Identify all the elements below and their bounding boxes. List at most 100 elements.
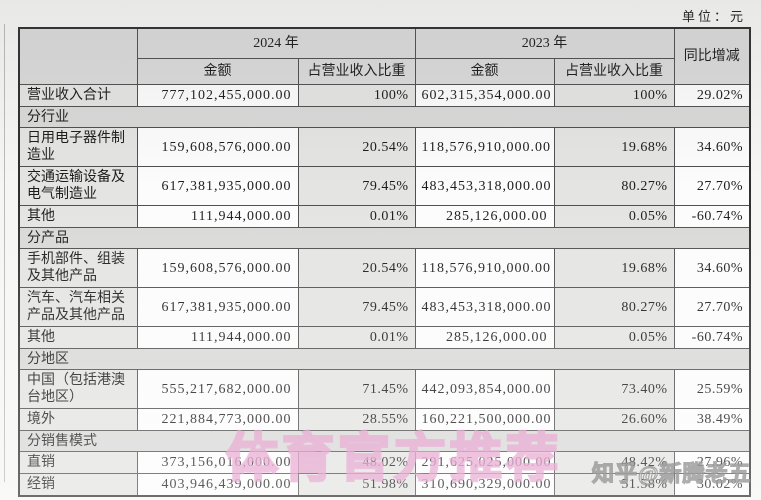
amount-2023-header: 金额 — [414, 58, 555, 85]
yoy-cell: -60.74% — [673, 326, 751, 349]
pct-2023-cell: 51.58% — [553, 473, 675, 496]
yoy-cell: 34.60% — [673, 248, 751, 288]
pct-2023-cell: 100% — [553, 84, 675, 107]
row-label-cell: 日用电子器件制造业 — [18, 127, 138, 167]
pct-2024-cell: 71.45% — [297, 369, 416, 409]
amount-2023-cell: 442,093,854,000.00 — [414, 369, 555, 409]
corner-cell — [18, 27, 138, 85]
table-row: 经销 403,946,439,000.00 51.98% 310,690,329,00… — [18, 473, 751, 496]
pct-2024-cell: 48.02% — [297, 451, 416, 474]
pct-2024-cell: 51.98% — [297, 473, 416, 496]
pct-2024-cell: 28.55% — [297, 408, 416, 431]
row-label-cell: 其他 — [18, 205, 138, 228]
pct-2024-cell: 20.54% — [297, 127, 416, 167]
yoy-cell: 29.02% — [673, 84, 751, 107]
row-label-cell: 汽车、汽车相关产品及其他产品 — [18, 287, 138, 327]
row-label-cell: 直销 — [18, 451, 138, 474]
table-row: 营业收入合计 777,102,455,000.00 100% 602,315,354,… — [18, 84, 751, 107]
amount-2023-cell: 160,221,500,000.00 — [414, 408, 555, 431]
revenue-breakdown-table: 2024 年 2023 年 同比增减 金额 占营业收入比重 金额 占营业收入比重… — [18, 27, 751, 497]
table-row: 中国（包括港澳台地区） 555,217,682,000.00 71.45% 442,0… — [18, 369, 751, 409]
section-row: 分行业 — [18, 106, 751, 128]
amount-2024-cell: 617,381,935,000.00 — [136, 287, 299, 327]
table-body: 营业收入合计 777,102,455,000.00 100% 602,315,354,… — [18, 84, 751, 496]
pct-2024-cell: 0.01% — [297, 205, 416, 228]
amount-2024-cell: 777,102,455,000.00 — [136, 84, 299, 107]
row-label-cell: 交通运输设备及电气制造业 — [18, 166, 138, 206]
page-edge-line — [4, 24, 5, 482]
yoy-cell: 27.70% — [673, 287, 751, 327]
amount-2023-cell: 483,453,318,000.00 — [414, 287, 555, 327]
table-row: 其他 111,944,000.00 0.01% 285,126,000.00 0.05%… — [18, 326, 751, 349]
pct-2023-cell: 48.42% — [553, 451, 675, 474]
year-2024-header: 2024 年 — [136, 27, 416, 59]
section-label: 分产品 — [18, 227, 751, 249]
row-label-cell: 营业收入合计 — [18, 84, 138, 107]
table-row: 直销 373,156,016,000.00 48.02% 291,625,025,00… — [18, 451, 751, 474]
section-row: 分产品 — [18, 227, 751, 249]
amount-2023-cell: 602,315,354,000.00 — [414, 84, 555, 107]
section-label: 分销售模式 — [18, 430, 751, 452]
yoy-cell: -60.74% — [673, 205, 751, 228]
amount-2023-cell: 285,126,000.00 — [414, 205, 555, 228]
table-row: 其他 111,944,000.00 0.01% 285,126,000.00 0.05%… — [18, 205, 751, 228]
section-label: 分行业 — [18, 106, 751, 128]
amount-2024-cell: 373,156,016,000.00 — [136, 451, 299, 474]
amount-2023-cell: 118,576,910,000.00 — [414, 248, 555, 288]
pct-2023-cell: 80.27% — [553, 166, 675, 206]
pct-2023-cell: 19.68% — [553, 248, 675, 288]
pct-2023-cell: 80.27% — [553, 287, 675, 327]
row-label-cell: 境外 — [18, 408, 138, 431]
pct-2024-cell: 79.45% — [297, 287, 416, 327]
year-2023-header: 2023 年 — [414, 27, 675, 59]
year-header-row: 2024 年 2023 年 同比增减 — [18, 27, 751, 85]
yoy-cell: 27.96% — [673, 451, 751, 474]
pct-2023-cell: 0.05% — [553, 326, 675, 349]
section-row: 分地区 — [18, 348, 751, 370]
pct-2023-cell: 0.05% — [553, 205, 675, 228]
amount-2024-cell: 111,944,000.00 — [136, 326, 299, 349]
pct-2024-cell: 20.54% — [297, 248, 416, 288]
pct-2023-header: 占营业收入比重 — [553, 58, 675, 85]
section-row: 分销售模式 — [18, 430, 751, 452]
amount-2023-cell: 285,126,000.00 — [414, 326, 555, 349]
pct-2024-header: 占营业收入比重 — [297, 58, 416, 85]
amount-2023-cell: 291,625,025,000.00 — [414, 451, 555, 474]
amount-2024-cell: 111,944,000.00 — [136, 205, 299, 228]
yoy-change-header: 同比增减 — [673, 27, 751, 85]
pct-2023-cell: 19.68% — [553, 127, 675, 167]
row-label-cell: 经销 — [18, 473, 138, 496]
table-row: 交通运输设备及电气制造业 617,381,935,000.00 79.45% 483,… — [18, 166, 751, 206]
pct-2023-cell: 73.40% — [553, 369, 675, 409]
unit-label: 单位：元 — [682, 9, 747, 24]
pct-2024-cell: 79.45% — [297, 166, 416, 206]
table-row: 境外 221,884,773,000.00 28.55% 160,221,500,00… — [18, 408, 751, 431]
yoy-cell: 27.70% — [673, 166, 751, 206]
table-row: 日用电子器件制造业 159,608,576,000.00 20.54% 118,576… — [18, 127, 751, 167]
row-label-cell: 其他 — [18, 326, 138, 349]
pct-2023-cell: 26.60% — [553, 408, 675, 431]
amount-2023-cell: 310,690,329,000.00 — [414, 473, 555, 496]
table-row: 手机部件、组装及其他产品 159,608,576,000.00 20.54% 118,… — [18, 248, 751, 288]
pct-2024-cell: 0.01% — [297, 326, 416, 349]
amount-2024-cell: 221,884,773,000.00 — [136, 408, 299, 431]
amount-2023-cell: 483,453,318,000.00 — [414, 166, 555, 206]
pct-2024-cell: 100% — [297, 84, 416, 107]
table-header: 2024 年 2023 年 同比增减 金额 占营业收入比重 金额 占营业收入比重 — [18, 27, 751, 85]
yoy-cell: 30.02% — [673, 473, 751, 496]
amount-2024-header: 金额 — [136, 58, 299, 85]
row-label-cell: 手机部件、组装及其他产品 — [18, 248, 138, 288]
amount-2024-cell: 159,608,576,000.00 — [136, 248, 299, 288]
table-row: 汽车、汽车相关产品及其他产品 617,381,935,000.00 79.45% 48… — [18, 287, 751, 327]
yoy-cell: 34.60% — [673, 127, 751, 167]
amount-2023-cell: 118,576,910,000.00 — [414, 127, 555, 167]
sub-header-row: 金额 占营业收入比重 金额 占营业收入比重 — [19, 58, 750, 85]
row-label-cell: 中国（包括港澳台地区） — [18, 369, 138, 409]
amount-2024-cell: 555,217,682,000.00 — [136, 369, 299, 409]
yoy-cell: 25.59% — [673, 369, 751, 409]
amount-2024-cell: 159,608,576,000.00 — [136, 127, 299, 167]
section-label: 分地区 — [18, 348, 751, 370]
amount-2024-cell: 617,381,935,000.00 — [136, 166, 299, 206]
amount-2024-cell: 403,946,439,000.00 — [136, 473, 299, 496]
